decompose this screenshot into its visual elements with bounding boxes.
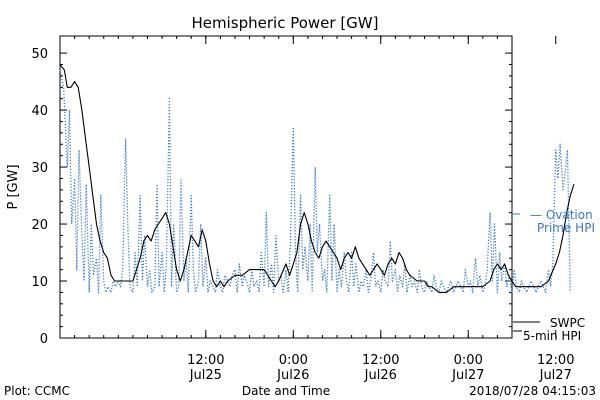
y-tick-label: 50 [31,47,48,62]
x-tick-label-date: Jul27 [539,368,572,383]
chart-title: Hemispheric Power [GW] [192,14,379,32]
y-axis-label: P [GW] [6,164,21,209]
legend-swpc-label-2: 5-min HPI [523,329,581,343]
legend-ovation-label-2: Prime HPI [537,221,595,235]
x-tick-label-time: 12:00 [187,353,224,368]
x-axis-ticks: 12:00Jul250:00Jul2612:00Jul260:00Jul2712… [74,36,574,383]
x-tick-label-time: 12:00 [362,353,399,368]
x-tick-label-date: Jul25 [189,368,222,383]
swpc-series-line [59,64,575,293]
legend: — Ovation Prime HPI SWPC 5-min HPI [513,208,595,343]
x-tick-label-date: Jul26 [276,368,309,383]
series-group [59,64,575,294]
x-axis-label: Date and Time [242,384,330,398]
footer-timestamp: 2018/07/28 04:15:03 [469,384,596,398]
plot-frame [59,35,513,339]
x-tick-label-date: Jul26 [364,368,397,383]
y-tick-label: 30 [31,161,48,176]
x-tick-label-time: 12:00 [537,353,574,368]
y-tick-label: 40 [31,104,48,119]
legend-ovation-label: — Ovation [530,208,593,222]
y-axis-ticks: 0 10 20 30 40 50 [31,47,512,347]
ovation-prime-series-line [59,70,571,294]
y-tick-label: 20 [31,218,48,233]
x-tick-label-time: 0:00 [279,353,308,368]
legend-swpc-label: SWPC [550,316,585,330]
x-tick-label-time: 0:00 [454,353,483,368]
footer-plot-source: Plot: CCMC [4,384,70,398]
x-tick-label-date: Jul27 [451,368,484,383]
y-tick-label: 0 [40,332,48,347]
y-tick-label: 10 [31,275,48,290]
